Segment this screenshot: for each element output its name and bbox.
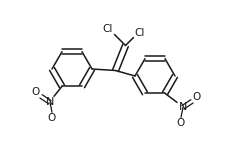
Text: O: O (176, 118, 184, 128)
Text: O: O (48, 113, 56, 123)
Text: O: O (32, 87, 40, 97)
Text: O: O (192, 92, 200, 102)
Text: N: N (178, 102, 186, 112)
Text: Cl: Cl (102, 24, 112, 34)
Text: N: N (46, 97, 54, 107)
Text: Cl: Cl (134, 27, 144, 38)
